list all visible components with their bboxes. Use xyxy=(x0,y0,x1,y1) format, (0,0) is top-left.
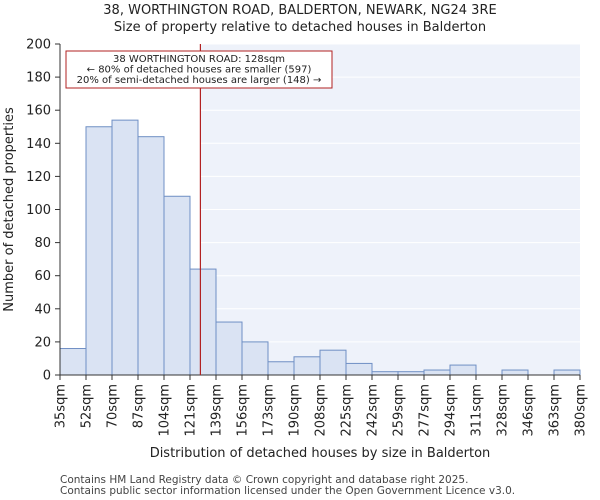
histogram-bar xyxy=(163,195,191,376)
histogram-bar xyxy=(189,268,217,376)
annotation-box xyxy=(65,50,333,89)
y-tick-label: 0 xyxy=(43,369,51,384)
x-axis-title: Distribution of detached houses by size … xyxy=(150,446,491,461)
histogram-bar xyxy=(553,369,581,376)
x-tick-label: 208sqm xyxy=(314,384,329,437)
histogram-bar xyxy=(501,369,529,376)
x-tick-label: 156sqm xyxy=(236,384,251,437)
histogram-bar xyxy=(85,126,113,376)
y-tick-label: 200 xyxy=(26,38,51,53)
x-tick-label: 363sqm xyxy=(548,384,563,437)
y-tick-label: 80 xyxy=(34,236,51,251)
footer-copyright: Contains HM Land Registry data © Crown c… xyxy=(60,474,469,486)
y-tick-label: 100 xyxy=(26,203,51,218)
y-tick-label: 20 xyxy=(34,335,51,350)
x-tick-label: 87sqm xyxy=(132,384,147,428)
x-tick-label: 242sqm xyxy=(366,384,381,437)
x-tick-label: 225sqm xyxy=(340,384,355,437)
y-tick-label: 40 xyxy=(34,302,51,317)
x-tick-label: 311sqm xyxy=(470,384,485,437)
histogram-bar xyxy=(267,361,295,376)
x-tick-label: 70sqm xyxy=(106,384,121,428)
histogram-bar xyxy=(59,348,87,376)
x-tick-label: 139sqm xyxy=(210,384,225,437)
histogram-bar xyxy=(293,356,321,376)
annotation-line-3: 20% of semi-detached houses are larger (… xyxy=(77,75,322,86)
y-tick-label: 60 xyxy=(34,269,51,284)
x-tick-label: 121sqm xyxy=(184,384,199,437)
x-tick-label: 346sqm xyxy=(522,384,537,437)
histogram-bar xyxy=(345,362,373,376)
x-tick-label: 104sqm xyxy=(158,384,173,437)
x-tick-label: 35sqm xyxy=(54,384,69,428)
histogram-bar xyxy=(215,321,243,376)
chart-title-line2: Size of property relative to detached ho… xyxy=(113,20,487,35)
x-tick-label: 190sqm xyxy=(288,384,303,437)
x-tick-label: 294sqm xyxy=(444,384,459,437)
histogram-bar xyxy=(449,364,477,376)
chart-title-line1: 38, WORTHINGTON ROAD, BALDERTON, NEWARK,… xyxy=(103,3,497,18)
y-tick-label: 180 xyxy=(26,71,51,86)
histogram-bar xyxy=(241,341,269,376)
x-tick-label: 277sqm xyxy=(418,384,433,437)
footer-licence: Contains public sector information licen… xyxy=(60,485,516,497)
x-tick-label: 380sqm xyxy=(574,384,589,437)
y-tick-label: 120 xyxy=(26,170,51,185)
x-tick-label: 52sqm xyxy=(80,384,95,428)
histogram-bar xyxy=(111,119,139,376)
annotation-line-1: 38 WORTHINGTON ROAD: 128sqm xyxy=(113,54,285,65)
x-tick-label: 328sqm xyxy=(496,384,511,437)
x-tick-label: 259sqm xyxy=(392,384,407,437)
y-axis-title: Number of detached properties xyxy=(2,107,17,312)
y-tick-label: 160 xyxy=(26,104,51,119)
annotation-line-2: ← 80% of detached houses are smaller (59… xyxy=(87,65,312,76)
x-tick-label: 173sqm xyxy=(262,384,277,437)
histogram-bar xyxy=(137,136,165,376)
histogram-bar xyxy=(423,369,451,376)
y-tick-label: 140 xyxy=(26,137,51,152)
histogram-bar xyxy=(319,349,347,376)
